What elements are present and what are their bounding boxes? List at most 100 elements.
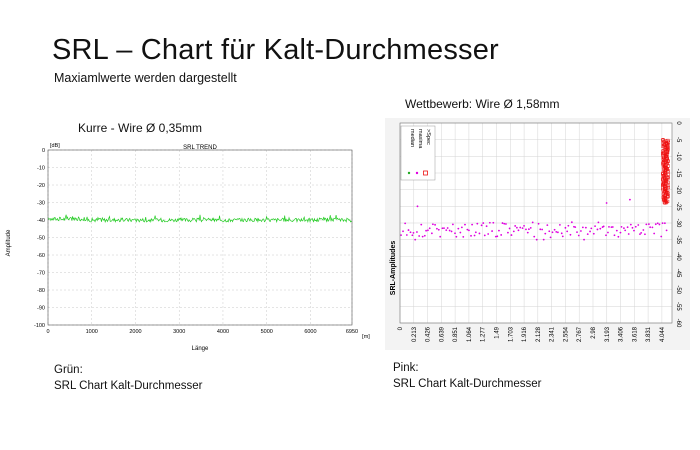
maxima-point (544, 232, 547, 235)
srl-amplitudes-chart: SRL-Amplitudes 0 -5 -10 -15 -20 -25 -30 -35 -40 -… (385, 118, 690, 350)
x-tick-label: 4.044 (660, 326, 666, 342)
x-tick-label: 1.064 (467, 326, 473, 342)
left-caption: Grün: SRL Chart Kalt-Durchmesser (54, 362, 202, 394)
maxima-point (529, 226, 532, 229)
maxima-point (548, 230, 551, 233)
y-tick-label: -40 (675, 252, 681, 261)
maxima-point (645, 223, 648, 226)
maxima-point (626, 226, 629, 229)
maxima-point (567, 224, 570, 227)
maxima-point (409, 231, 412, 234)
x-tick-label: 1.703 (508, 326, 514, 342)
maxima-point (404, 222, 407, 225)
maxima-point (549, 236, 552, 239)
maxima-point (451, 223, 454, 226)
slide-subtitle: Maxiamlwerte werden dargestellt (54, 71, 237, 85)
x-tick-label: 2.341 (550, 326, 556, 342)
x-tick-label: 0.851 (453, 326, 459, 342)
maxima-point (660, 235, 663, 238)
x-tick-label: 4000 (217, 329, 229, 335)
maxima-point (581, 226, 584, 229)
maxima-point (589, 230, 591, 233)
maxima-point (507, 231, 509, 234)
maxima-point (487, 233, 490, 235)
maxima-point (517, 229, 520, 232)
maxima-point (661, 222, 664, 225)
x-tick-label: 3.618 (632, 326, 638, 342)
maxima-point (658, 223, 661, 226)
maxima-point (478, 232, 481, 235)
maxima-point (427, 229, 429, 232)
y-tick-label: 0 (675, 121, 681, 125)
series-line-green (47, 214, 353, 224)
maxima-point (556, 231, 559, 234)
maxima-point (526, 231, 529, 234)
left-caption-line2: SRL Chart Kalt-Durchmesser (54, 380, 203, 392)
maxima-point (466, 228, 469, 231)
maxima-point (443, 227, 445, 230)
maxima-point (627, 233, 630, 235)
maxima-point (611, 226, 614, 228)
legend-label-maxima: maxima (417, 129, 423, 149)
maxima-point (620, 225, 623, 228)
right-chart-heading: Wettbewerb: Wire Ø 1,58mm (405, 97, 560, 111)
maxima-point (521, 227, 524, 230)
maxima-point (624, 229, 627, 232)
maxima-point (516, 226, 518, 229)
maxima-point (637, 224, 640, 226)
maxima-point (631, 226, 634, 229)
maxima-point (454, 232, 456, 235)
maxima-point (425, 229, 427, 232)
maxima-point (407, 229, 410, 231)
maxima-point (559, 223, 561, 226)
maxima-point (640, 232, 643, 234)
x-tick-label: 3000 (173, 329, 185, 335)
maxima-point (471, 223, 474, 226)
y-tick-label: -40 (37, 218, 45, 224)
maxima-point (634, 225, 637, 228)
maxima-point (531, 221, 534, 224)
maxima-point (470, 234, 472, 237)
maxima-point (480, 224, 483, 227)
maxima-point (437, 228, 440, 231)
maxima-point (476, 222, 479, 225)
maxima-point (434, 223, 436, 226)
right-caption-line1: Pink: (393, 362, 419, 374)
y-tick-label: -70 (37, 271, 45, 277)
maxima-point (439, 235, 442, 238)
y-tick-label: -20 (675, 185, 681, 194)
maxima-point (411, 234, 414, 237)
maxima-point (539, 228, 542, 231)
maxima-point (420, 223, 423, 226)
maxima-point (446, 227, 449, 229)
maxima-point (541, 228, 544, 231)
spec-exceed-marker (666, 176, 670, 180)
y-axis-label: SRL-Amplitudes (390, 241, 397, 296)
maxima-point (505, 223, 507, 225)
slide-title: SRL – Chart für Kalt-Durchmesser (52, 34, 499, 66)
maxima-point (654, 223, 657, 226)
y-tick-label: -30 (675, 219, 681, 228)
maxima-point (482, 222, 485, 224)
chart-legend: median maxima >Spec (400, 125, 436, 181)
maxima-point (448, 229, 451, 232)
maxima-point (629, 223, 632, 226)
maxima-point (455, 235, 458, 238)
maxima-point (485, 225, 488, 228)
maxima-point (569, 233, 572, 236)
x-tick-label: 6000 (304, 329, 316, 335)
x-tick-label: 3.406 (619, 326, 625, 342)
maxima-point (653, 232, 656, 235)
maxima-point (501, 222, 504, 224)
y-tick-label: -55 (675, 302, 681, 311)
x-tick-label: 2.767 (577, 326, 583, 342)
spec-exceed-marker (661, 171, 665, 175)
maxima-point (457, 227, 460, 230)
spec-exceed-marker (666, 199, 670, 203)
spec-exceed-marker (661, 149, 665, 153)
spec-exceed-marker (662, 181, 666, 186)
maxima-point (555, 230, 558, 233)
maxima-point (599, 227, 602, 230)
x-tick-label: 0 (398, 326, 404, 330)
maxima-point (656, 222, 659, 225)
